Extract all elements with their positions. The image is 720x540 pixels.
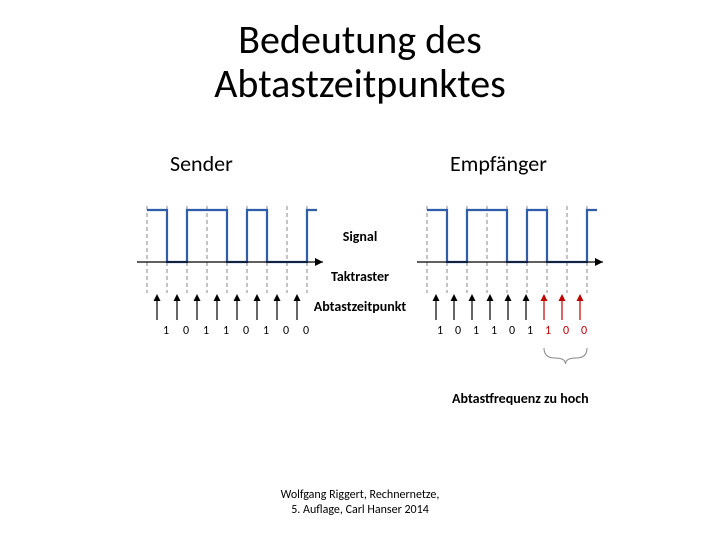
slide-title: Bedeutung des Abtastzeitpunktes: [0, 18, 720, 106]
slide: Bedeutung des Abtastzeitpunktes Sender E…: [0, 0, 720, 540]
sender-heading: Sender: [170, 150, 233, 177]
footer-line-1: Wolfgang Riggert, Rechnernetze,: [281, 488, 440, 502]
bit-value: 1: [437, 324, 443, 338]
sender-diagram: [135, 198, 325, 343]
bit-value: 0: [455, 324, 461, 338]
bit-value: 1: [473, 324, 479, 338]
bit-value: 0: [509, 324, 515, 338]
error-label: Abtastfrequenz zu hoch: [452, 390, 589, 407]
bit-value-error: 0: [563, 324, 569, 338]
bit-value: 0: [183, 324, 189, 338]
bit-value: 0: [243, 324, 249, 338]
bit-value-error: 0: [581, 324, 587, 338]
title-line-1: Bedeutung des: [238, 15, 481, 64]
bit-value: 0: [283, 324, 289, 338]
footer-line-2: 5. Auflage, Carl Hanser 2014: [291, 503, 429, 517]
bit-value: 1: [527, 324, 533, 338]
receiver-diagram: [415, 198, 615, 373]
bit-value: 0: [303, 324, 309, 338]
bit-value: 1: [491, 324, 497, 338]
footer-citation: Wolfgang Riggert, Rechnernetze, 5. Aufla…: [0, 488, 720, 518]
bit-value: 1: [223, 324, 229, 338]
title-line-2: Abtastzeitpunktes: [214, 59, 506, 108]
receiver-heading: Empfänger: [450, 150, 547, 177]
bit-value: 1: [203, 324, 209, 338]
bit-value: 1: [263, 324, 269, 338]
bit-value-error: 1: [545, 324, 551, 338]
bit-value: 1: [163, 324, 169, 338]
